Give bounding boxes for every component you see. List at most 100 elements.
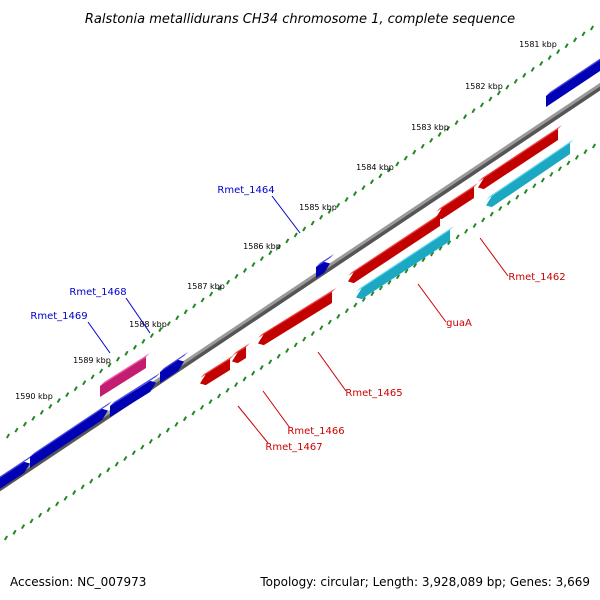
tick-mark [429,137,434,143]
tick-label: 1589 kbp [73,356,111,365]
tick-mark [319,214,324,220]
gene-label: Rmet_1462 [508,272,565,283]
tick-row-upper [5,25,595,439]
gene-label: guaA [446,318,472,329]
gene-label: Rmet_1466 [287,426,344,437]
tick-mark [29,518,34,524]
tick-mark [166,321,171,327]
tick-mark [454,120,459,126]
tick-mark [259,365,264,371]
gene-top-face [232,343,250,356]
callout-line [125,297,151,334]
gene-front-face [0,461,30,489]
accession-text: Accession: NC_007973 [10,575,146,589]
tick-mark [574,154,580,160]
tick-mark [165,427,170,433]
tick-mark [251,262,256,268]
tick-mark [124,350,129,356]
tick-mark [5,433,11,439]
tick-mark [361,296,366,302]
tick-label: 1590 kbp [15,392,53,401]
gene-rmet-1468-a [160,352,188,383]
tick-mark [557,166,562,172]
gene-top-face [160,352,188,372]
tick-label: 1581 kbp [519,40,557,49]
tick-mark [191,410,196,416]
tick-mark [446,126,451,132]
tick-mark [115,356,121,362]
tick-mark [208,399,213,405]
tick-label: 1582 kbp [465,82,503,91]
tick-mark [123,455,128,461]
tick-mark [38,512,43,518]
gene-forward-left-edge [0,454,34,489]
tick-mark [99,368,104,374]
gene-rmet-1464 [316,254,334,278]
gene-top-face [486,139,574,200]
tick-mark [412,149,417,155]
tick-mark [344,196,349,202]
gene-front-face [110,380,156,417]
tick-mark [65,392,70,398]
gene-front-face [436,187,474,220]
tick-mark [336,313,341,319]
tick-mark [12,529,17,535]
tick-mark [251,370,256,376]
tick-mark [498,205,503,212]
tick-mark [90,374,95,380]
tick-mark [234,273,239,279]
gene-rmet-1468 [100,353,150,397]
tick-mark [46,507,51,513]
tick-mark [447,240,452,246]
tick-mark [515,194,520,200]
tick-mark [268,250,273,256]
tick-mark [276,244,281,250]
genome-summary-text: Topology: circular; Length: 3,928,089 bp… [259,575,590,589]
gene-rmet-1465 [258,288,336,346]
tick-mark [378,173,383,179]
tick-mark [583,149,588,155]
tick-mark [259,256,264,262]
gene-top-face [200,355,234,378]
callout-line [262,390,291,429]
gene-front-face [100,357,146,397]
gene-label: Rmet_1465 [345,388,402,399]
gene-top-face [0,454,34,478]
tick-mark [242,376,247,382]
tick-mark [421,257,426,263]
tick-mark [496,90,501,96]
tick-mark [581,31,586,37]
tick-mark [107,362,112,368]
tick-mark [216,393,222,399]
tick-mark [530,66,535,72]
gene-rmet-1469-b [110,373,160,417]
callout-line [417,283,447,323]
tick-mark [566,160,571,166]
callout-line [271,195,301,234]
tick-mark [14,427,19,433]
tick-mark [31,415,36,421]
tick-mark [488,96,493,102]
tick-mark [183,309,188,315]
tick-mark [327,208,332,214]
tick-mark [387,279,392,285]
tick-mark [175,315,180,321]
tick-mark [353,302,358,308]
tick-mark [209,291,214,297]
tick-mark [386,167,391,173]
tick-mark [455,234,460,240]
tick-mark [395,274,401,280]
gene-label: Rmet_1469 [30,311,87,322]
tick-mark [192,303,197,309]
tick-label: 1585 kbp [299,203,337,212]
tick-mark [591,143,597,149]
callout-line [87,321,111,354]
tick-mark [395,161,400,167]
tick-mark [505,84,510,90]
gene-forward-1 [546,58,600,107]
tick-mark [82,380,87,386]
gene-front-face [160,359,184,383]
tick-labels: 1581 kbp 1582 kbp 1583 kbp 1584 kbp 1585 kbp… [15,40,557,401]
tick-mark [234,382,239,388]
tick-mark [73,386,78,392]
